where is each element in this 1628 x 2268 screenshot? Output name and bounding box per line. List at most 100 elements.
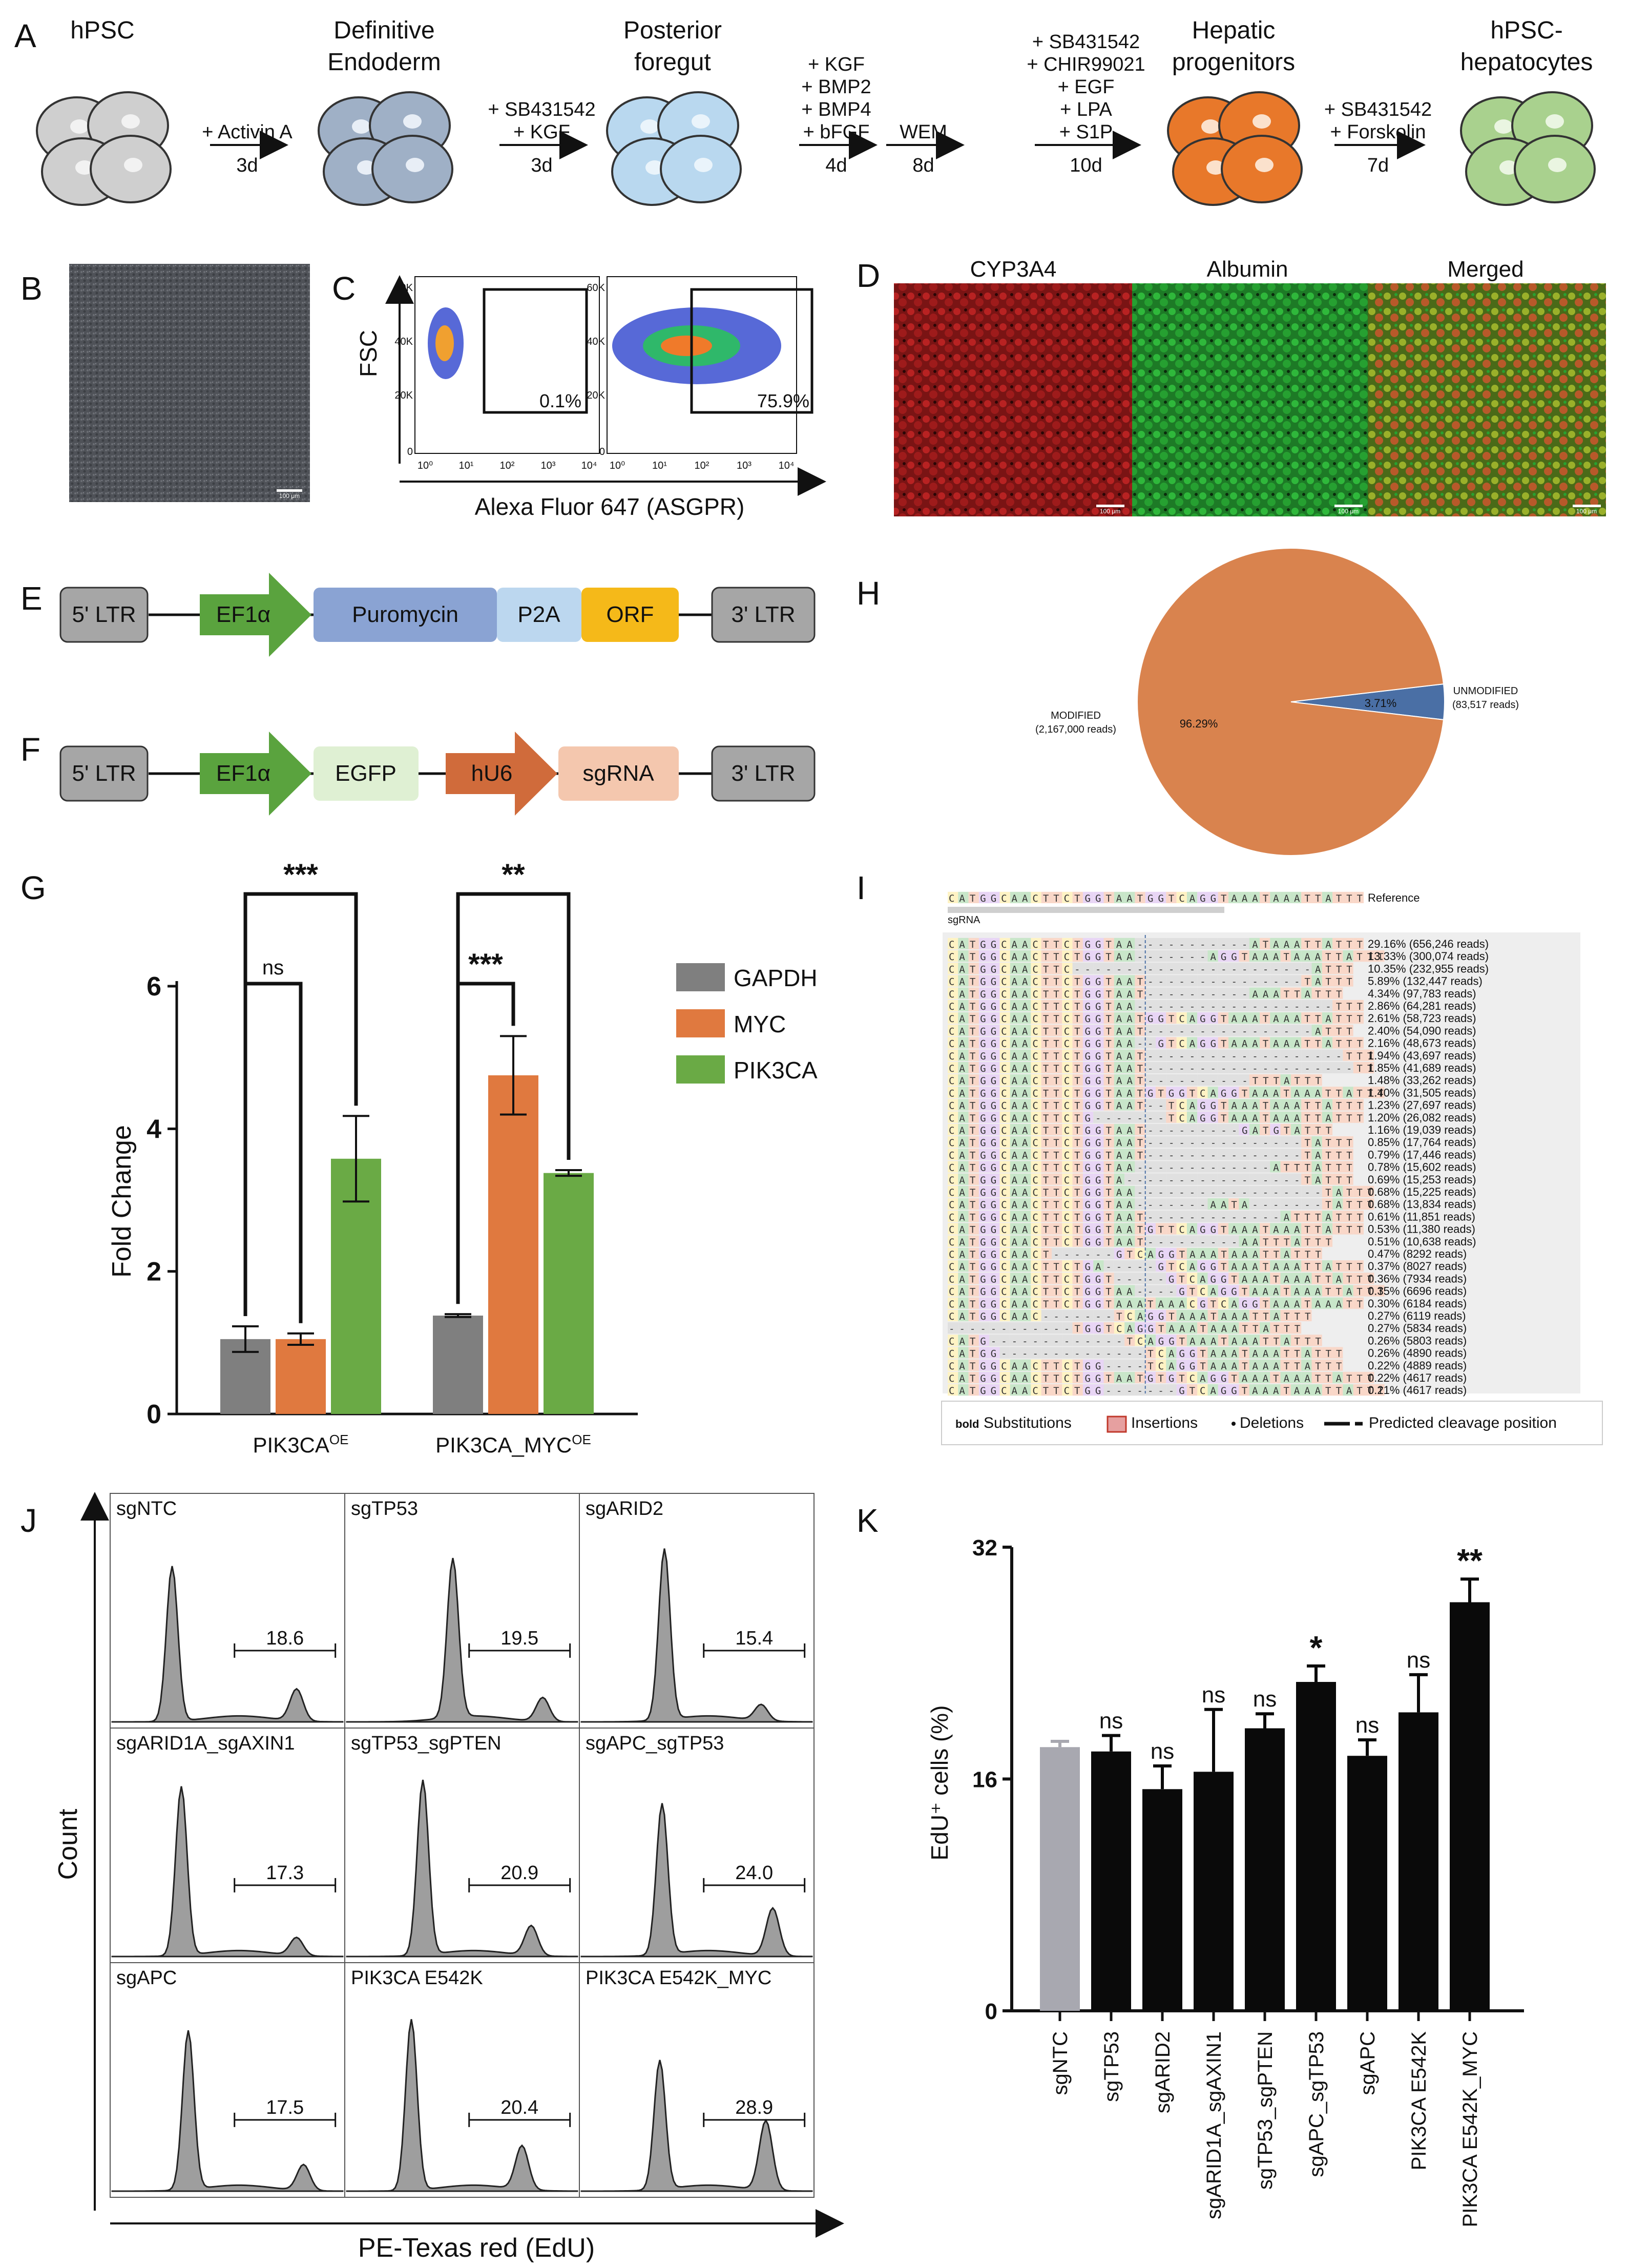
i-allele-row-cell: [1311, 1260, 1322, 1272]
i-reference-seq-cell: [1343, 891, 1353, 903]
i-allele-row-cell: [1270, 1235, 1281, 1247]
stage-4-nucleus: [1546, 114, 1564, 129]
i-allele-row-cell: [1010, 1136, 1021, 1148]
i-allele-row-cell: [1322, 950, 1333, 962]
i-allele-row-cell: [1031, 1185, 1041, 1197]
i-allele-row-cell: [1041, 1335, 1052, 1346]
i-allele-row-cell: [1197, 1025, 1208, 1036]
i-allele-row-cell: [1166, 1062, 1177, 1073]
i-allele-row-cell: [968, 963, 979, 974]
i-allele-row-cell: [1260, 1037, 1270, 1049]
i-allele-row-cell: [1166, 1223, 1177, 1235]
g-legend-label: MYC: [734, 1011, 786, 1037]
i-allele-row-cell: [1260, 1000, 1270, 1011]
i-allele-row-cell: [1228, 1025, 1239, 1036]
i-allele-row-cell: [1207, 1347, 1218, 1359]
i-allele-row-cell: [1218, 1235, 1229, 1247]
i-allele-row-cell: [1218, 975, 1229, 987]
i-allele-row-cell: [1176, 1161, 1187, 1173]
i-allele-row-cell: [1176, 1185, 1187, 1197]
brightfield-image: [69, 264, 310, 502]
stage-3-nucleus: [1201, 119, 1220, 134]
i-allele-row-cell: [1311, 1297, 1322, 1309]
i-allele-row-cell: [1124, 1049, 1135, 1061]
i-allele-row-cell: [1322, 975, 1333, 987]
j-gate-bracket: [468, 2112, 571, 2127]
j-hist-title: sgNTC: [116, 1498, 177, 1520]
i-allele-row-cell: [1176, 1371, 1187, 1383]
i-allele-row-cell: [1156, 1099, 1166, 1111]
i-legend-deletion-dot: [1232, 1422, 1236, 1426]
i-allele-row-cell: [1249, 1322, 1260, 1334]
i-allele-row-cell: [1082, 950, 1094, 962]
i-allele-row-cell: [999, 1111, 1010, 1123]
i-allele-row-cell: [1145, 950, 1156, 962]
i-allele-row-cell: [1186, 1273, 1198, 1284]
i-reference-seq-cell: [1010, 891, 1021, 903]
i-allele-row-cell: [999, 1037, 1010, 1049]
k-ytick-label: 32: [972, 1535, 997, 1560]
i-allele-row-cell: [1176, 1359, 1187, 1371]
i-allele-row-cell: [948, 1297, 958, 1309]
i-allele-row-cell: [1124, 1185, 1135, 1197]
i-allele-row-cell: [1135, 1111, 1145, 1123]
i-allele-row-cell: [1135, 1173, 1145, 1185]
i-allele-row-cell: [1052, 1322, 1062, 1334]
i-allele-row-cell: [1343, 1260, 1353, 1272]
i-allele-row-cell: [1082, 963, 1094, 974]
i-allele-row-cell: [958, 1049, 969, 1061]
i-reference-seq-cell: [1311, 891, 1322, 903]
i-allele-row-cell: [999, 1198, 1010, 1210]
i-allele-row-cell: [1093, 1235, 1104, 1247]
c-ytick-1-3: 0: [599, 446, 605, 457]
i-allele-row-cell: [1166, 975, 1177, 987]
i-allele-row-cell: [1114, 1099, 1125, 1111]
i-allele-row-cell: [1218, 1371, 1229, 1383]
i-allele-row-cell: [1062, 1198, 1073, 1210]
j-gate-value: 28.9: [735, 2097, 773, 2118]
i-allele-row-cell: [999, 1359, 1010, 1371]
i-allele-row-cell: [1249, 1211, 1260, 1222]
i-allele-row-cell: [1176, 1123, 1187, 1135]
i-allele-row-cell: [1301, 987, 1312, 999]
i-allele-row-cell: [1343, 1384, 1353, 1396]
i-allele-row-cell: [999, 1273, 1010, 1284]
i-allele-row-cell: [1145, 975, 1156, 987]
c-xtick-0-1: 10¹: [459, 460, 474, 471]
i-allele-row-cell: [1052, 1384, 1062, 1396]
i-allele-row-cell: [1093, 1384, 1104, 1396]
i-allele-row-cell: [1093, 1359, 1104, 1371]
panel-f-construct: 5' LTR EF1α EGFP hU6 sgRNA 3' LTR: [59, 732, 816, 816]
i-allele-row-cell: [1020, 1149, 1031, 1160]
i-allele-row-cell: [968, 1087, 979, 1098]
i-allele-row-cell: [1218, 1273, 1229, 1284]
i-allele-row-cell: [1062, 1000, 1073, 1011]
i-allele-row-cell: [1207, 1273, 1218, 1284]
i-allele-row-cell: [1156, 1149, 1166, 1160]
i-allele-row-cell: [1082, 1347, 1094, 1359]
i-allele-row-cell: [1343, 1099, 1353, 1111]
i-allele-row-cell: [1280, 1185, 1291, 1197]
i-allele-row-cell: [968, 1149, 979, 1160]
e-3ltr-label: 3' LTR: [732, 602, 796, 627]
i-allele-row-cell: [1072, 1359, 1083, 1371]
i-allele-row-cell: [1186, 1322, 1198, 1334]
j-hist-title: sgARID2: [586, 1498, 663, 1520]
i-allele-row-cell: [999, 1149, 1010, 1160]
i-allele-row-cell: [1322, 1260, 1333, 1272]
i-allele-row-cell: [999, 950, 1010, 962]
c-gate-left: [483, 288, 588, 414]
i-allele-row-cell: [1332, 1037, 1343, 1049]
i-allele-row-cell: [1260, 1273, 1270, 1284]
i-allele-row-cell: [1301, 1161, 1312, 1173]
i-allele-row-cell: [1218, 1223, 1229, 1235]
i-allele-row-cell: [1020, 1347, 1031, 1359]
i-allele-row-cell: [1114, 1185, 1125, 1197]
i-allele-row-cell: [1239, 1161, 1249, 1173]
i-allele-row-cell: [1280, 1235, 1291, 1247]
k-sig-label: ns: [1099, 1709, 1123, 1734]
f-hu6-label: hU6: [471, 761, 513, 786]
c-gate-right: [690, 288, 813, 414]
i-allele-row-cell: [1166, 963, 1177, 974]
step-factor-1-1: + KGF: [513, 121, 570, 143]
